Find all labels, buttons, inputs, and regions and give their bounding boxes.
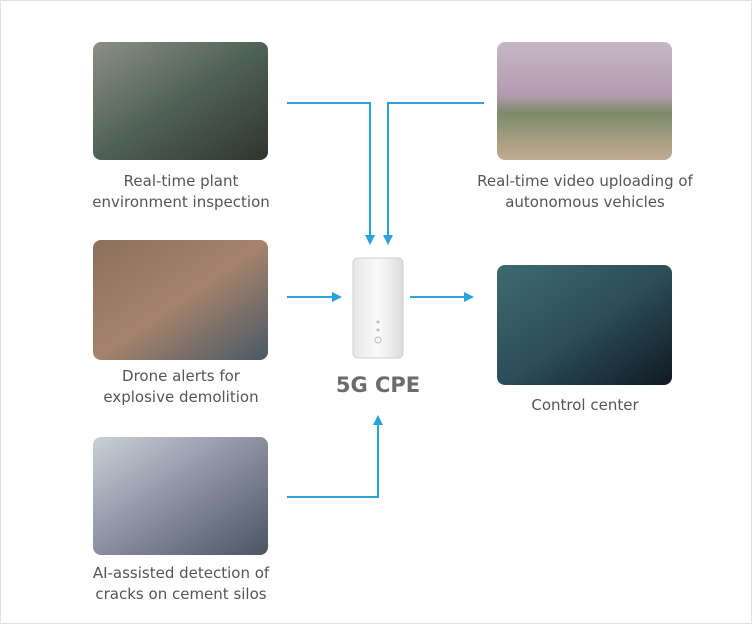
caption: AI-assisted detection of (93, 564, 270, 582)
photo (93, 437, 268, 555)
caption: environment inspection (92, 193, 270, 211)
caption: Real-time plant (124, 172, 239, 190)
device (353, 258, 403, 358)
caption: Control center (531, 396, 639, 414)
caption: Drone alerts for (122, 367, 241, 385)
photo (497, 42, 672, 160)
caption: autonomous vehicles (505, 193, 665, 211)
photo (93, 240, 268, 360)
caption: cracks on cement silos (95, 585, 266, 603)
photo (93, 42, 268, 160)
diagram: 5G CPE Real-time plant environment inspec… (0, 0, 752, 624)
hub-label: 5G CPE (336, 373, 420, 397)
caption: explosive demolition (103, 388, 258, 406)
caption: Real-time video uploading of (477, 172, 693, 190)
photo (497, 265, 672, 385)
